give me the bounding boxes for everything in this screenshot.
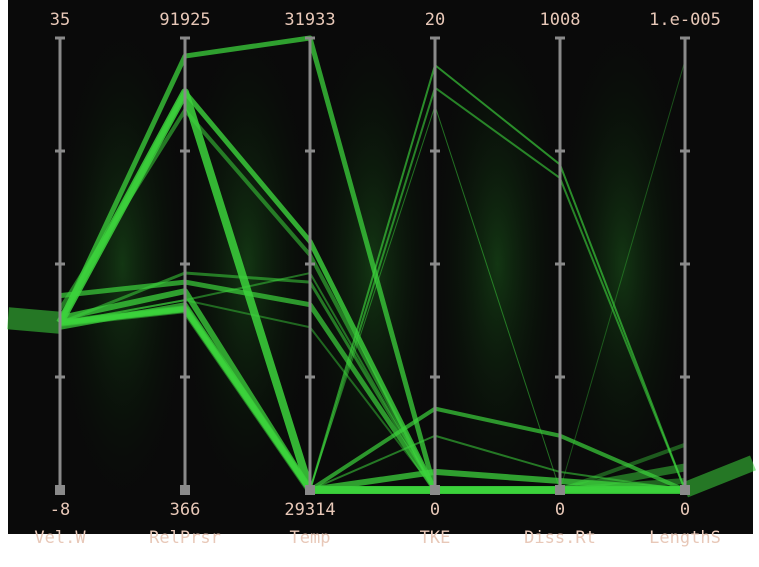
axis-relprsr <box>180 36 190 495</box>
axis-min-label: 0 <box>430 500 440 520</box>
axis-max-label: 20 <box>425 10 445 30</box>
axis-labels: 35 -8 Vel.W 91925 366 RelPrsr 31933 29314 Temp 20… <box>34 10 720 548</box>
axis-min-label: 0 <box>680 500 690 520</box>
data-line-19 <box>59 306 686 493</box>
data-line-20 <box>59 307 686 492</box>
axis-lengths <box>680 36 690 495</box>
axis-min-label: 366 <box>170 500 201 520</box>
axis-base-marker <box>180 485 190 495</box>
edge-spill-1 <box>7 307 61 334</box>
axis-name-label: RelPrsr <box>149 528 221 548</box>
axis-name-label: Diss.Rt <box>524 528 596 548</box>
axis-min-label: 29314 <box>284 500 335 520</box>
haze-band-1 <box>60 38 185 490</box>
axis-max-label: 1.e-005 <box>649 10 721 30</box>
axis-base-marker <box>55 485 65 495</box>
axis-max-label: 35 <box>50 10 70 30</box>
axis-name-label: Temp <box>290 528 331 548</box>
axis-base-marker <box>680 485 690 495</box>
axis-max-label: 1008 <box>540 10 581 30</box>
axis-name-label: TKE <box>420 528 451 548</box>
axis-base-marker <box>305 485 315 495</box>
axis-name-label: LengthS <box>649 528 721 548</box>
axis-max-label: 31933 <box>284 10 335 30</box>
axis-base-marker <box>430 485 440 495</box>
polylines <box>7 35 756 498</box>
haze-band-5 <box>560 38 685 490</box>
edge-spill-2 <box>682 455 756 498</box>
axis-min-label: -8 <box>50 500 70 520</box>
data-line-18 <box>59 305 686 494</box>
axis-temp <box>305 36 315 495</box>
axis-name-label: Vel.W <box>34 528 86 548</box>
axis-tke <box>430 36 440 495</box>
axes <box>55 36 690 495</box>
axis-diss-rt <box>555 36 565 495</box>
axis-vel-w <box>55 36 65 495</box>
axis-base-marker <box>555 485 565 495</box>
axis-min-label: 0 <box>555 500 565 520</box>
axis-max-label: 91925 <box>159 10 210 30</box>
